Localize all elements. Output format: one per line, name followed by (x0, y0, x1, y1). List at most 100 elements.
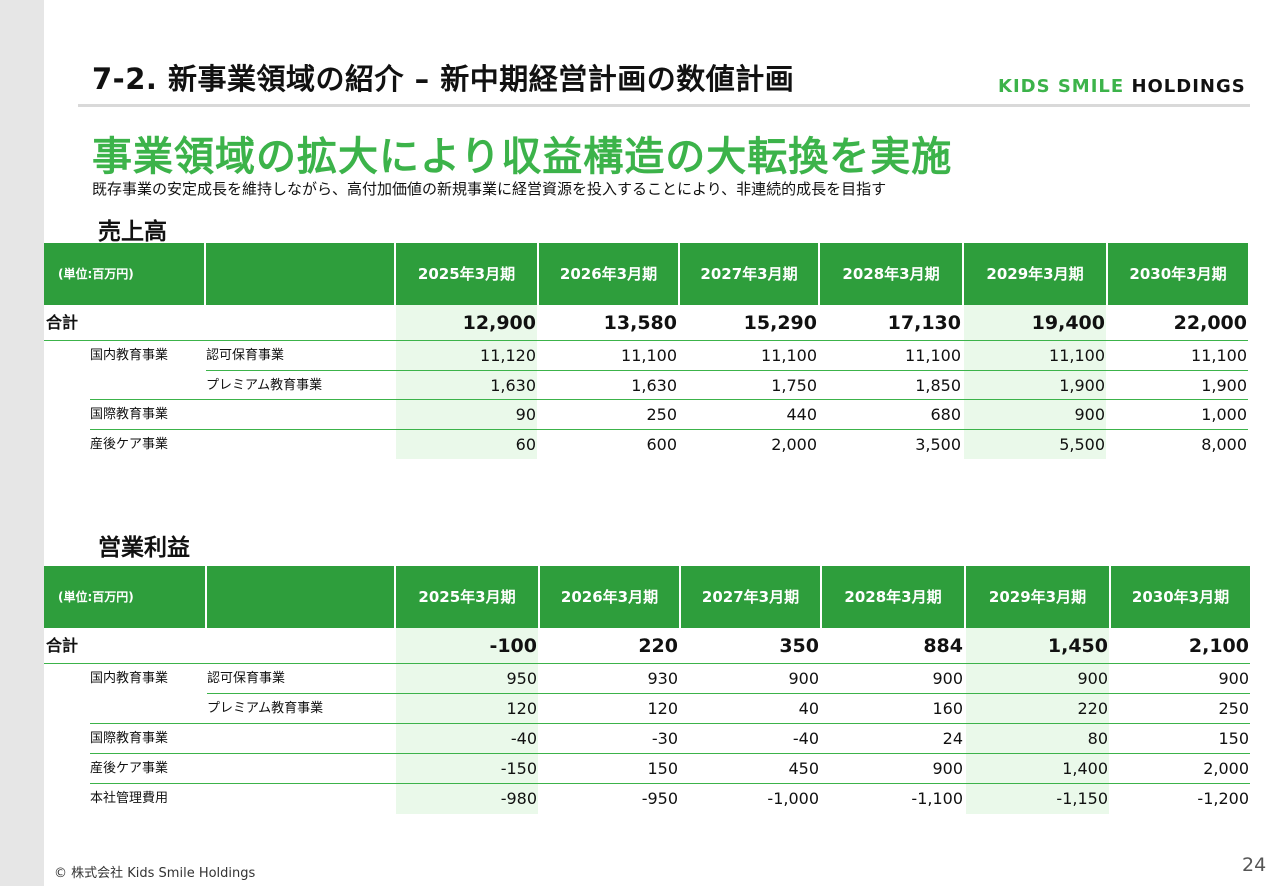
revenue-table: (単位:百万円) 2025年3月期 2026年3月期 2027年3月期 2028年3月期… (44, 243, 1248, 459)
table-row: 国際教育事業 -40 -30 -40 24 80 150 (44, 724, 1250, 754)
column-highlight (396, 784, 538, 814)
column-highlight (396, 341, 537, 371)
value-cell: 8,000 (1201, 434, 1247, 454)
value-cell: -150 (500, 759, 537, 778)
table-row: 国際教育事業 90 250 440 680 900 1,000 (44, 400, 1248, 430)
value-cell: 2,000 (771, 434, 817, 454)
total-row: 合計 -100 220 350 884 1,450 2,100 (44, 628, 1250, 664)
row-sublabel: 認可保育事業 (207, 671, 286, 686)
row-divider (44, 663, 1250, 664)
value-cell: 440 (786, 405, 817, 424)
table-row: 産後ケア事業 -150 150 450 900 1,400 2,000 (44, 754, 1250, 784)
row-divider (90, 399, 1248, 400)
row-divider (90, 753, 1250, 754)
year-header: 2029年3月期 (986, 265, 1084, 283)
value-cell: 3,500 (915, 434, 961, 454)
header-divider (820, 566, 822, 628)
column-highlight (964, 305, 1106, 341)
value-cell: 1,750 (771, 375, 817, 395)
value-cell: 15,290 (743, 312, 817, 334)
value-cell: 5,500 (1059, 434, 1105, 454)
column-highlight (964, 400, 1106, 430)
year-header: 2026年3月期 (559, 265, 658, 283)
row-divider (44, 340, 1248, 341)
value-cell: 1,630 (631, 375, 677, 395)
value-cell: 1,900 (1201, 375, 1247, 395)
year-header: 2029年3月期 (988, 588, 1087, 606)
unit-label: (単位:百万円) (58, 267, 134, 281)
value-cell: 150 (647, 759, 678, 778)
page-title: 7-2. 新事業領域の紹介 – 新中期経営計画の数値計画 (92, 62, 795, 96)
value-cell: 120 (647, 699, 678, 718)
operating-profit-table: (単位:百万円) 2025年3月期 2026年3月期 2027年3月期 2028年3月期… (44, 566, 1250, 814)
column-highlight (964, 429, 1106, 459)
copyright: © 株式会社 Kids Smile Holdings (54, 866, 256, 881)
row-label: 国内教育事業 (90, 671, 169, 686)
column-highlight (966, 724, 1109, 754)
column-highlight (396, 694, 538, 724)
value-cell: 150 (1218, 729, 1249, 748)
value-cell: 220 (1077, 699, 1108, 718)
value-cell: -1,100 (911, 789, 963, 808)
value-cell: 900 (932, 669, 963, 688)
total-label: 合計 (46, 313, 79, 332)
column-highlight (396, 628, 538, 664)
value-cell: 80 (1087, 729, 1108, 748)
logo-holdings: HOLDINGS (1131, 76, 1246, 97)
header-divider (537, 243, 539, 305)
row-label: 産後ケア事業 (90, 761, 169, 776)
value-cell: 160 (932, 699, 963, 718)
company-logo: KIDS SMILE HOLDINGS (998, 76, 1246, 97)
year-header: 2030年3月期 (1129, 265, 1227, 283)
value-cell: -950 (641, 789, 678, 808)
column-highlight (396, 305, 537, 341)
year-header: 2028年3月期 (844, 588, 942, 606)
value-cell: 90 (515, 405, 536, 424)
header-divider (538, 566, 540, 628)
value-cell: 1,850 (915, 375, 961, 395)
value-cell: 250 (1218, 699, 1249, 718)
value-cell: 884 (923, 635, 963, 657)
column-highlight (396, 400, 537, 430)
row-label: 国際教育事業 (90, 731, 169, 746)
value-cell: 22,000 (1173, 312, 1247, 334)
table-header: (単位:百万円) 2025年3月期 2026年3月期 2027年3月期 2028年3月期… (44, 566, 1250, 628)
value-cell: 11,100 (1049, 346, 1105, 365)
page-number: 24 (1242, 854, 1267, 876)
value-cell: -40 (510, 729, 537, 748)
header-divider (1109, 566, 1111, 628)
year-header: 2027年3月期 (700, 265, 798, 283)
value-cell: 930 (647, 669, 678, 688)
row-divider (90, 428, 1248, 430)
row-divider (90, 723, 1250, 724)
column-highlight (396, 370, 537, 400)
value-cell: 450 (788, 759, 819, 778)
column-highlight (396, 724, 538, 754)
header-divider (394, 566, 396, 628)
row-sublabel: プレミアム教育事業 (207, 701, 324, 716)
value-cell: -980 (500, 789, 537, 808)
value-cell: 11,120 (480, 346, 536, 365)
year-header: 2027年3月期 (701, 588, 800, 606)
total-row: 合計 12,900 13,580 15,290 17,130 19,400 22,000 (44, 305, 1248, 341)
header-divider (962, 243, 964, 305)
operating-profit-section-title: 営業利益 (98, 535, 190, 561)
row-sublabel: プレミアム教育事業 (206, 377, 323, 393)
value-cell: 11,100 (621, 346, 677, 365)
year-header: 2030年3月期 (1131, 588, 1230, 606)
value-cell: 1,630 (490, 375, 536, 395)
table-row: 本社管理費用 -980 -950 -1,000 -1,100 -1,150 -1,200 (44, 784, 1250, 814)
value-cell: 680 (930, 405, 961, 424)
value-cell: 900 (1074, 405, 1105, 424)
value-cell: -40 (792, 729, 819, 748)
value-cell: 1,400 (1062, 759, 1108, 778)
value-cell: 950 (506, 669, 537, 688)
value-cell: 11,100 (761, 346, 817, 365)
value-cell: 900 (1077, 669, 1108, 688)
value-cell: 350 (779, 635, 819, 657)
title-divider (78, 104, 1250, 107)
table-row: 国内教育事業 認可保育事業 11,120 11,100 11,100 11,100 11,1… (44, 341, 1248, 371)
row-label: 国内教育事業 (90, 348, 169, 363)
year-header: 2025年3月期 (418, 588, 516, 606)
value-cell: 120 (506, 699, 537, 718)
